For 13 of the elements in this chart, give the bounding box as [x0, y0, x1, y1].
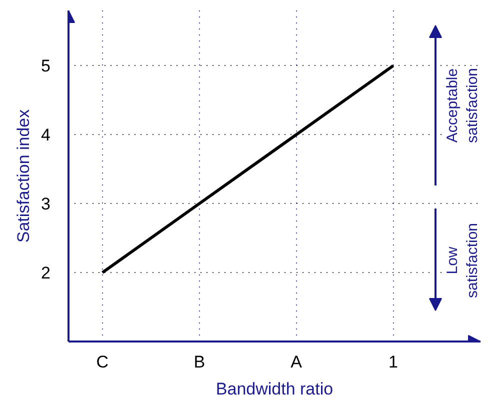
annotation: Acceptable satisfaction	[444, 68, 482, 144]
y-axis-title: Satisfaction index	[14, 108, 34, 243]
x-tick-label: A	[290, 352, 303, 372]
line-series	[100, 64, 395, 274]
y-tick-label: 5	[41, 56, 51, 76]
x-axis-title: Bandwidth ratio	[216, 380, 334, 398]
x-tick-label: B	[194, 352, 206, 372]
x-tick-label: C	[96, 352, 109, 372]
y-tick-label: 3	[41, 194, 51, 214]
annotation: Low satisfaction	[444, 222, 482, 298]
x-tick-label: 1	[388, 352, 398, 372]
y-tick-label: 4	[41, 126, 51, 145]
y-tick-label: 2	[41, 264, 51, 283]
